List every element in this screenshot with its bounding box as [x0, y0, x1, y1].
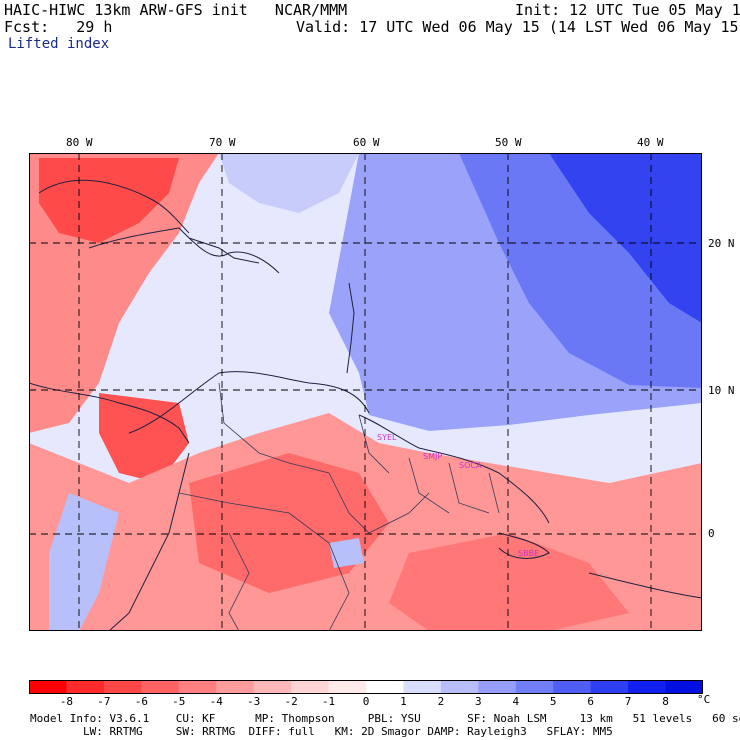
colorbar-swatch	[141, 680, 180, 694]
stable-region-max	[549, 153, 702, 323]
colorbar-swatch	[515, 680, 554, 694]
colorbar-tick-label: -4	[209, 695, 223, 708]
valid-time: Valid: 17 UTC Wed 06 May 15 (14 LST Wed …	[296, 18, 740, 36]
colorbar-tick-label: 3	[475, 695, 482, 708]
stable-pocket-amazon	[329, 538, 364, 568]
colorbar-swatch	[553, 680, 592, 694]
stable-region-north	[219, 153, 359, 213]
lon-label-80w: 80 W	[66, 136, 93, 149]
colorbar-frame	[29, 680, 703, 694]
colorbar-swatch	[178, 680, 217, 694]
colorbar-tick-label: -3	[247, 695, 261, 708]
unstable-region-cuba	[39, 158, 179, 243]
colorbar-tick-label: -8	[59, 695, 74, 708]
station-label-smjp: SMJP	[423, 452, 442, 461]
lat-label-0: 0	[708, 527, 715, 540]
lon-label-70w: 70 W	[209, 136, 236, 149]
unstable-region-panama	[99, 393, 189, 483]
lat-label-10n: 10 N	[708, 384, 735, 397]
field-name: Lifted index	[8, 36, 110, 52]
colorbar-tick-label: -2	[284, 695, 298, 708]
colorbar-swatch	[253, 680, 292, 694]
colorbar-swatch	[665, 680, 703, 694]
lat-lon-grid	[29, 153, 702, 631]
lon-label-40w: 40 W	[637, 136, 664, 149]
init-time: Init: 12 UTC Tue 05 May 15	[515, 1, 740, 19]
colorbar-swatch	[403, 680, 442, 694]
colorbar-tick-label: 1	[400, 695, 407, 708]
colorbar-tick-label: 2	[437, 695, 445, 708]
forecast-hour: Fcst: 29 h	[4, 18, 113, 36]
plot-frame	[29, 153, 702, 631]
lon-label-50w: 50 W	[495, 136, 522, 149]
colorbar-swatch	[628, 680, 667, 694]
lat-label-20n: 20 N	[708, 237, 735, 250]
colorbar-tick-label: -7	[97, 695, 111, 708]
colorbar-swatch	[66, 680, 105, 694]
colorbar-swatch	[366, 680, 404, 694]
colorbar-tick-label: 4	[512, 695, 520, 708]
colorbar-tick-label: -5	[172, 695, 186, 708]
colorbar-swatch	[440, 680, 479, 694]
colorbar-unit: °C	[697, 693, 711, 706]
model-info-line2: LW: RRTMG SW: RRTMG DIFF: full KM: 2D Sm…	[30, 725, 613, 738]
lifted-index-colorbar	[29, 680, 703, 694]
colorbar-swatch	[29, 680, 67, 694]
colorbar-tick-label: -1	[321, 695, 336, 708]
station-label-syel: SYEL	[377, 433, 397, 442]
lifted-index-map: SYEL SMJP SOCA SBBE	[29, 153, 702, 631]
lon-label-60w: 60 W	[353, 136, 380, 149]
stable-pocket-pacific	[49, 493, 119, 631]
colorbar-tick-label: 8	[662, 695, 669, 708]
colorbar-tick-label: 7	[624, 695, 632, 708]
model-info-line1: Model Info: V3.6.1 CU: KF MP: Thompson P…	[30, 712, 740, 725]
colorbar-swatch	[478, 680, 517, 694]
station-label-soca: SOCA	[459, 461, 482, 470]
colorbar-swatch	[291, 680, 330, 694]
colorbar-swatch	[328, 680, 367, 694]
model-title: HAIC-HIWC 13km ARW-GFS init NCAR/MMM	[4, 1, 348, 19]
unstable-region-amazon-east	[389, 533, 629, 631]
colorbar-tick-label: 6	[587, 695, 594, 708]
station-label-sbbe: SBBE	[518, 549, 539, 558]
colorbar-tick-label: -6	[134, 695, 148, 708]
colorbar-tick-label: 0	[362, 695, 370, 708]
colorbar-swatch	[103, 680, 142, 694]
colorbar-swatch	[590, 680, 629, 694]
colorbar-swatch	[216, 680, 255, 694]
colorbar-tick-label: 5	[549, 695, 557, 708]
